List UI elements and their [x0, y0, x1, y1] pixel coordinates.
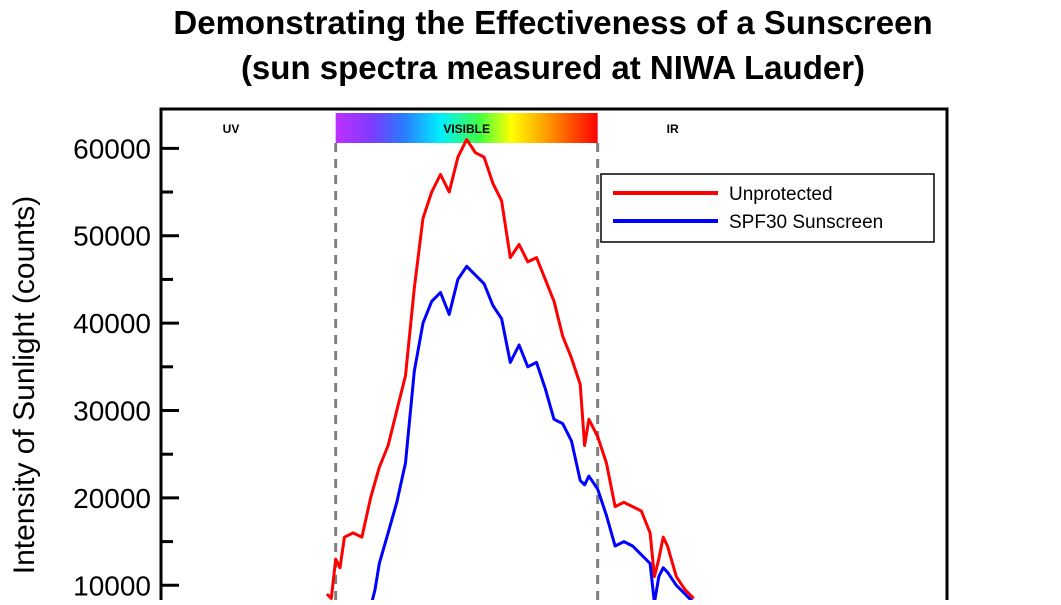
- legend-label-0: Unprotected: [729, 184, 833, 205]
- y-tick-label: 20000: [73, 483, 151, 514]
- chart-subtitle: (sun spectra measured at NIWA Lauder): [241, 49, 865, 86]
- y-tick-label: 10000: [73, 570, 151, 600]
- y-tick-label: 30000: [73, 396, 151, 427]
- band-label: UV: [223, 122, 240, 136]
- band-label: IR: [667, 122, 679, 136]
- legend-box: [600, 173, 935, 243]
- plot-frame: [159, 107, 949, 605]
- y-tick-label: 50000: [73, 221, 151, 252]
- band-boundaries: [334, 143, 600, 605]
- series-lines: [325, 138, 695, 605]
- y-tick-label: 40000: [73, 308, 151, 339]
- y-axis-label: Intensity of Sunlight (counts): [8, 196, 41, 575]
- series-line-1: [365, 264, 695, 605]
- series-line-0: [325, 138, 695, 600]
- y-axis-ticks: 10000 20000 30000 40000 50000 60000: [73, 133, 179, 601]
- legend: Unprotected SPF30 Sunscreen: [600, 173, 935, 243]
- chart-title: Demonstrating the Effectiveness of a Sun…: [173, 4, 932, 41]
- visible-spectrum-band: [335, 113, 598, 143]
- band-label: VISIBLE: [443, 122, 490, 136]
- y-tick-label: 60000: [73, 133, 151, 164]
- region-bands: UV VISIBLE IR: [223, 113, 679, 143]
- legend-label-1: SPF30 Sunscreen: [729, 212, 883, 233]
